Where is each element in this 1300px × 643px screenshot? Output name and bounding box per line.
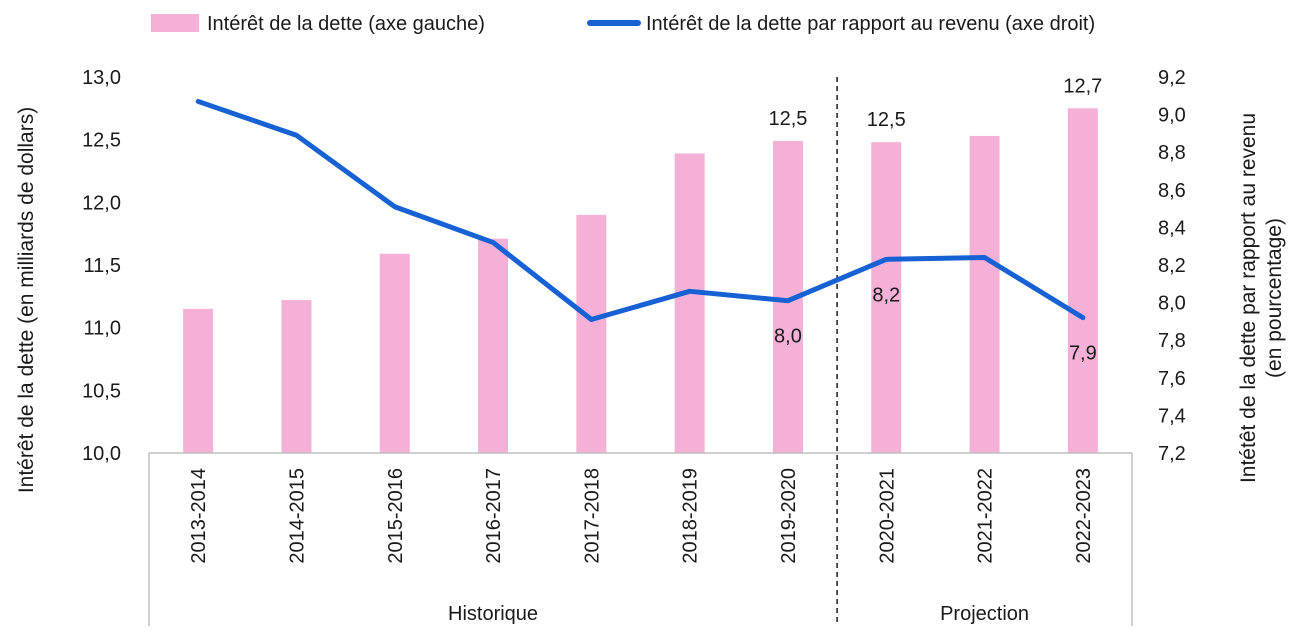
- y-right-tick-label: 7,6: [1158, 368, 1186, 390]
- x-tick-label: 2017-2018: [581, 468, 603, 564]
- bar: [478, 238, 509, 453]
- y-right-axis-title-line1: Intétêt de la dette par rapport au reven…: [1237, 113, 1260, 483]
- legend-label-line: Intérêt de la dette par rapport au reven…: [646, 13, 1095, 35]
- bar: [183, 308, 214, 453]
- y-right-tick-label: 7,2: [1158, 443, 1186, 465]
- y-left-tick-label: 10,5: [82, 380, 121, 402]
- y-right-tick-label: 8,4: [1158, 217, 1186, 239]
- x-tick-label: 2020-2021: [876, 468, 898, 564]
- line-series: [195, 98, 1086, 323]
- bar: [379, 253, 410, 453]
- y-right-tick-label: 9,2: [1158, 67, 1186, 89]
- x-tick-label: 2019-2020: [778, 468, 800, 564]
- bar: [1067, 108, 1098, 453]
- x-tick-label: 2022-2023: [1073, 468, 1095, 564]
- group-label: Projection: [940, 603, 1029, 625]
- x-tick-label: 2013-2014: [188, 468, 210, 564]
- y-left-tick-label: 11,5: [84, 255, 121, 277]
- y-left-tick-label: 12,0: [82, 192, 121, 214]
- y-left-tick-label: 13,0: [82, 67, 121, 89]
- bar-data-label: 12,5: [867, 109, 906, 131]
- x-tick-label: 2014-2015: [286, 468, 308, 564]
- y-left-tick-label: 10,0: [82, 443, 121, 465]
- y-left-ticks: 10,0 10,5 11,0 11,5 12,0 12,5 13,0: [82, 67, 121, 465]
- line-data-label: 8,0: [774, 326, 802, 348]
- x-tick-label: 2021-2022: [975, 468, 997, 564]
- x-tick-label: 2016-2017: [483, 468, 505, 564]
- bar: [969, 135, 1000, 453]
- x-tick-label: 2015-2016: [385, 468, 407, 564]
- line-data-label: 8,2: [872, 284, 900, 306]
- bar: [576, 214, 607, 453]
- data-labels: 12,5 12,5 12,7 8,0 8,2 7,9: [768, 75, 1102, 364]
- legend-label-bars: Intérêt de la dette (axe gauche): [207, 13, 485, 35]
- y-right-tick-label: 7,4: [1158, 405, 1186, 427]
- group-labels: Historique Projection: [448, 603, 1029, 625]
- legend-swatch-bars: [151, 14, 199, 32]
- y-right-tick-label: 8,6: [1158, 180, 1186, 202]
- y-right-tick-label: 8,8: [1158, 142, 1186, 164]
- bar-data-label: 12,7: [1063, 75, 1102, 97]
- y-left-tick-label: 12,5: [82, 130, 121, 152]
- y-left-axis-title: Intérêt de la dette (en milliards de dol…: [15, 107, 38, 493]
- category-axis-frame: [148, 77, 1133, 626]
- y-right-tick-label: 9,0: [1158, 105, 1186, 127]
- series-line: [195, 98, 1086, 323]
- x-tick-label: 2018-2019: [680, 468, 702, 564]
- bar: [674, 153, 705, 453]
- line-data-label: 7,9: [1069, 343, 1097, 365]
- y-right-tick-label: 8,2: [1158, 255, 1186, 277]
- y-right-tick-label: 7,8: [1158, 330, 1186, 352]
- y-right-ticks: 7,2 7,4 7,6 7,8 8,0 8,2 8,4 8,6 8,8 9,0 9,2: [1158, 67, 1186, 465]
- bar: [871, 142, 902, 453]
- y-left-tick-label: 11,0: [84, 318, 121, 340]
- group-label: Historique: [448, 603, 538, 625]
- y-right-tick-label: 8,0: [1158, 293, 1186, 315]
- category-labels: 2013-2014 2014-2015 2015-2016 2016-2017 2017…: [188, 468, 1095, 564]
- bar-data-label: 12,5: [768, 108, 807, 130]
- legend: Intérêt de la dette (axe gauche) Intérêt…: [151, 13, 1095, 35]
- bar: [281, 300, 312, 453]
- y-right-axis-title-line2: (en pourcentage): [1263, 218, 1286, 378]
- bars: [183, 108, 1098, 454]
